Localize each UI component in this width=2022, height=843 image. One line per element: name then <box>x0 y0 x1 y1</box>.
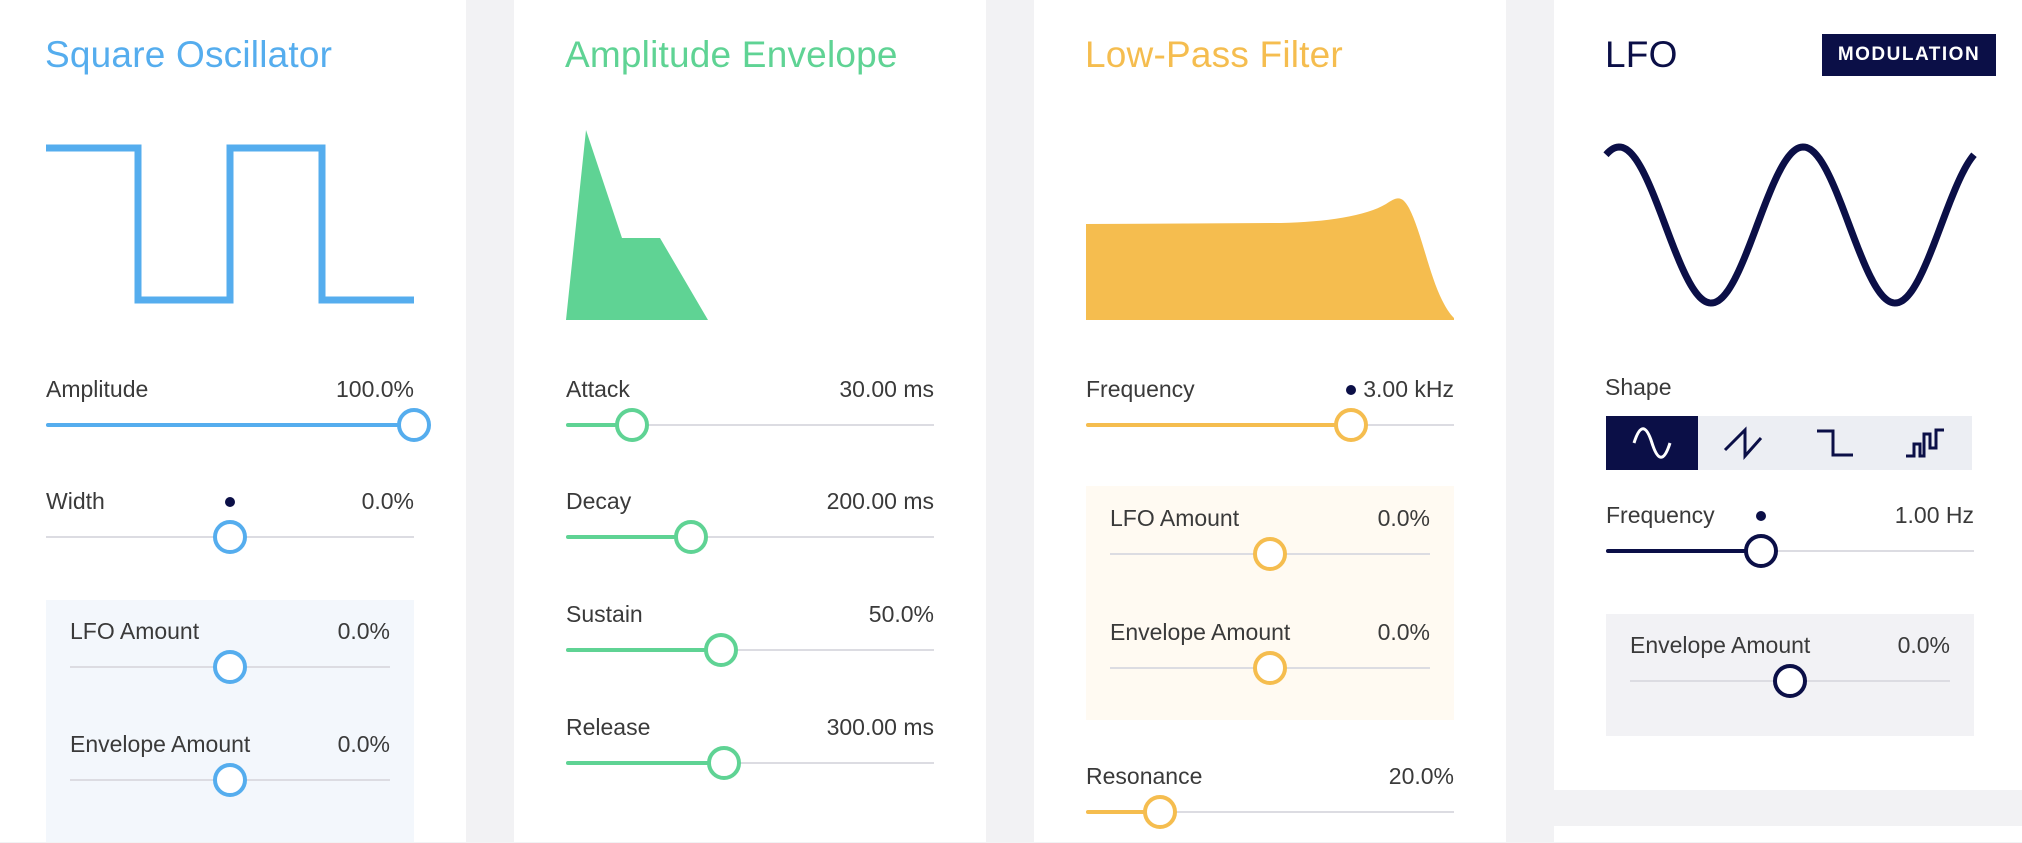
release-slider-knob[interactable] <box>707 746 742 780</box>
release-control: Release 300.00 ms <box>566 714 934 794</box>
lfo-title: LFO <box>1605 34 1678 75</box>
sustain-label: Sustain <box>566 601 643 627</box>
square-shape-button[interactable] <box>1789 416 1881 470</box>
envelope-amount-label: Envelope Amount <box>70 731 251 757</box>
envelope-amount-value: 0.0% <box>1377 619 1430 645</box>
envelope-amount-value: 0.0% <box>337 731 390 757</box>
frequency-label: Frequency <box>1606 502 1715 528</box>
default-marker <box>1755 511 1766 521</box>
amplitude-slider[interactable] <box>46 408 431 442</box>
width-slider-knob[interactable] <box>213 520 247 554</box>
envelope-amount-label: Envelope Amount <box>1630 632 1811 658</box>
width-slider[interactable] <box>46 497 414 554</box>
frequency-value: 1.00 Hz <box>1894 502 1974 528</box>
default-marker <box>1345 385 1356 395</box>
envelope-amount-value: 0.0% <box>1897 632 1950 658</box>
amplitude-label: Amplitude <box>46 376 149 402</box>
osc-envelope-amount-slider[interactable] <box>70 763 390 797</box>
resonance-control: Resonance 20.0% <box>1086 763 1454 843</box>
decay-value: 200.00 ms <box>826 488 934 514</box>
amplitude-value: 100.0% <box>335 376 414 402</box>
lfo-amount-label: LFO Amount <box>70 618 200 644</box>
lfo-amount-label: LFO Amount <box>1110 505 1240 531</box>
attack-value: 30.00 ms <box>839 376 934 402</box>
amplitude-control: Amplitude 100.0% <box>46 376 431 456</box>
attack-control: Attack 30.00 ms <box>566 376 934 456</box>
oscillator-title: Square Oscillator <box>45 34 333 75</box>
release-label: Release <box>566 714 651 740</box>
decay-label: Decay <box>566 488 632 514</box>
filter-lfo-amount-control: LFO Amount 0.0% <box>1110 505 1430 585</box>
lfo-wave-visual <box>1603 143 1977 307</box>
decay-slider-knob[interactable] <box>674 520 709 554</box>
lfo-shape-selector <box>1606 416 1972 470</box>
resonance-value: 20.0% <box>1388 763 1454 789</box>
attack-slider[interactable] <box>566 408 934 442</box>
lfo-envelope-amount-control: Envelope Amount 0.0% <box>1630 632 1950 712</box>
frequency-value: 3.00 kHz <box>1363 376 1454 402</box>
width-control: Width 0.0% <box>46 488 414 568</box>
random-icon <box>1906 428 1945 458</box>
sine-shape-button[interactable] <box>1606 416 1698 470</box>
lfo-frequency-control: Frequency 1.00 Hz <box>1606 502 1974 582</box>
square-icon <box>1816 429 1853 457</box>
shape-label: Shape <box>1605 374 1672 400</box>
square-wave-visual <box>46 144 414 304</box>
lfo-envelope-amount-knob[interactable] <box>1773 664 1807 698</box>
sawtooth-icon <box>1724 426 1763 460</box>
osc-envelope-amount-control: Envelope Amount 0.0% <box>70 731 390 811</box>
osc-lfo-amount-knob[interactable] <box>213 650 247 684</box>
attack-label: Attack <box>566 376 630 402</box>
filter-lfo-amount-slider[interactable] <box>1110 537 1430 571</box>
filter-envelope-amount-slider[interactable] <box>1110 651 1430 685</box>
sustain-slider[interactable] <box>566 633 934 667</box>
lfo-frequency-slider[interactable] <box>1606 511 1974 568</box>
filter-envelope-amount-knob[interactable] <box>1253 651 1287 685</box>
sine-icon <box>1632 427 1672 459</box>
resonance-label: Resonance <box>1086 763 1203 789</box>
sustain-control: Sustain 50.0% <box>566 601 934 681</box>
attack-slider-knob[interactable] <box>615 408 650 442</box>
filter-frequency-control: Frequency 3.00 kHz <box>1086 376 1454 456</box>
osc-envelope-amount-knob[interactable] <box>213 763 247 797</box>
sustain-slider-knob[interactable] <box>703 633 738 667</box>
sustain-value: 50.0% <box>868 601 934 627</box>
release-value: 300.00 ms <box>826 714 934 740</box>
envelope-shape-visual <box>566 130 708 320</box>
resonance-slider-knob[interactable] <box>1142 795 1177 829</box>
lfo-amount-value: 0.0% <box>1377 505 1430 531</box>
amplitude-envelope-panel <box>514 0 986 842</box>
center-marker <box>225 497 235 507</box>
lfo-amount-value: 0.0% <box>337 618 390 644</box>
release-slider[interactable] <box>566 746 934 780</box>
filter-frequency-knob[interactable] <box>1333 408 1368 442</box>
resonance-slider[interactable] <box>1086 795 1454 829</box>
next-panel-edge <box>1554 826 2022 842</box>
decay-control: Decay 200.00 ms <box>566 488 934 568</box>
osc-lfo-amount-slider[interactable] <box>70 650 390 684</box>
width-label: Width <box>46 488 105 514</box>
osc-lfo-amount-control: LFO Amount 0.0% <box>70 618 390 698</box>
filter-envelope-amount-control: Envelope Amount 0.0% <box>1110 619 1430 699</box>
filter-response-visual <box>1086 198 1454 320</box>
envelope-amount-label: Envelope Amount <box>1110 619 1291 645</box>
filter-title: Low-Pass Filter <box>1085 34 1343 75</box>
decay-slider[interactable] <box>566 520 934 554</box>
width-value: 0.0% <box>361 488 414 514</box>
modulation-badge: MODULATION <box>1822 34 1996 76</box>
filter-lfo-amount-knob[interactable] <box>1253 537 1287 571</box>
filter-frequency-slider[interactable] <box>1086 385 1454 442</box>
frequency-label: Frequency <box>1086 376 1195 402</box>
amplitude-slider-knob[interactable] <box>397 408 431 442</box>
sawtooth-shape-button[interactable] <box>1697 416 1789 470</box>
random-shape-button[interactable] <box>1880 416 1972 470</box>
lfo-frequency-knob[interactable] <box>1743 534 1778 568</box>
lfo-envelope-amount-slider[interactable] <box>1630 664 1950 698</box>
oscillator-modulation-box <box>46 600 414 842</box>
envelope-title: Amplitude Envelope <box>565 34 898 75</box>
